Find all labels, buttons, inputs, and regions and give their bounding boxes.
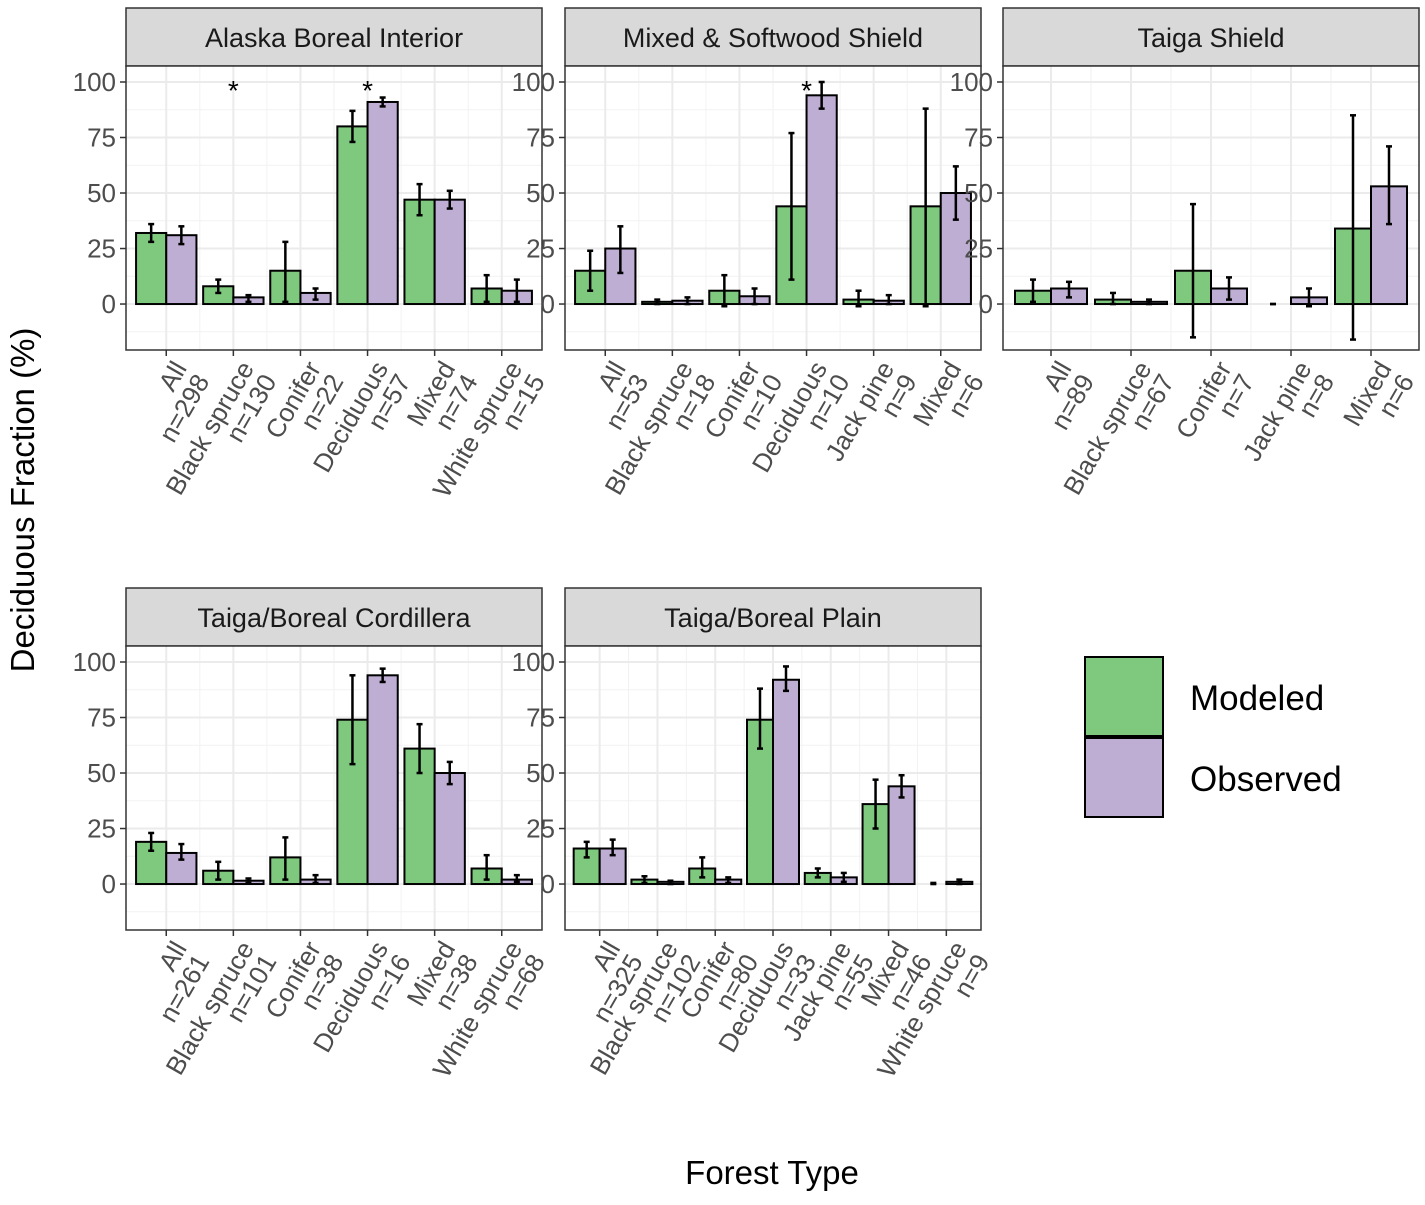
y-tick-label: 25 <box>87 814 116 844</box>
y-tick-label: 50 <box>87 178 116 208</box>
y-tick-label: 0 <box>102 289 116 319</box>
y-tick-label: 100 <box>512 67 555 97</box>
y-tick-label: 50 <box>526 758 555 788</box>
legend-key-observed <box>1084 737 1164 818</box>
facet-title: Taiga/Boreal Plain <box>664 603 882 633</box>
y-tick-label: 75 <box>964 122 993 152</box>
facet-title: Taiga/Boreal Cordillera <box>197 603 471 633</box>
bar-observed <box>772 678 800 886</box>
bar-modeled <box>403 198 436 306</box>
bar-observed <box>433 198 466 306</box>
y-tick-label: 0 <box>541 869 555 899</box>
facet-title: Taiga Shield <box>1137 23 1284 53</box>
y-tick-label: 25 <box>526 814 555 844</box>
facet-title: Alaska Boreal Interior <box>205 23 463 53</box>
legend-label-modeled: Modeled <box>1190 679 1324 718</box>
y-tick-label: 0 <box>979 289 993 319</box>
bar-observed <box>887 785 916 886</box>
bar-observed <box>366 100 399 306</box>
facet-panel: Taiga/Boreal Plain0255075100Alln=325Blac… <box>512 587 995 1082</box>
facet-strip <box>125 7 543 67</box>
facet-strip <box>564 587 982 647</box>
y-tick-label: 100 <box>512 647 555 677</box>
facet-strip <box>125 587 543 647</box>
legend: Modeled Observed <box>1084 656 1342 818</box>
y-tick-label: 0 <box>541 289 555 319</box>
y-tick-label: 75 <box>526 122 555 152</box>
bar-observed <box>433 772 466 886</box>
facet-panel: Mixed & Softwood Shield0255075100Alln=53… <box>512 7 990 500</box>
y-tick-label: 75 <box>87 702 116 732</box>
y-tick-label: 25 <box>87 234 116 264</box>
panel-border <box>1002 65 1420 351</box>
facet-strip <box>1002 7 1420 67</box>
y-tick-label: 25 <box>526 234 555 264</box>
y-axis-title: Deciduous Fraction (%) <box>4 328 41 673</box>
y-tick-label: 25 <box>964 234 993 264</box>
bar-observed <box>805 94 838 306</box>
facet-title: Mixed & Softwood Shield <box>623 23 923 53</box>
bar-modeled <box>135 231 168 306</box>
facet-panel: Alaska Boreal Interior0255075100Alln=298… <box>73 7 551 502</box>
significance-asterisk: * <box>801 75 812 106</box>
x-axis-title: Forest Type <box>685 1154 859 1191</box>
significance-asterisk: * <box>228 75 239 106</box>
y-tick-label: 50 <box>526 178 555 208</box>
y-tick-label: 100 <box>950 67 993 97</box>
panel-border <box>125 645 543 931</box>
y-tick-label: 100 <box>73 647 116 677</box>
y-tick-label: 50 <box>87 758 116 788</box>
significance-asterisk: * <box>362 75 373 106</box>
legend-key-modeled <box>1084 656 1164 737</box>
bar-observed <box>366 674 399 886</box>
bar-observed <box>165 234 198 306</box>
panel-border <box>564 65 982 351</box>
y-tick-label: 0 <box>102 869 116 899</box>
panel-border <box>125 65 543 351</box>
y-tick-label: 100 <box>73 67 116 97</box>
panel-border <box>564 645 982 931</box>
facet-panel: Taiga/Boreal Cordillera0255075100Alln=26… <box>73 587 551 1082</box>
bar-modeled <box>336 125 369 306</box>
legend-label-observed: Observed <box>1190 760 1342 799</box>
y-tick-label: 50 <box>964 178 993 208</box>
y-tick-label: 75 <box>87 122 116 152</box>
y-tick-label: 75 <box>526 702 555 732</box>
